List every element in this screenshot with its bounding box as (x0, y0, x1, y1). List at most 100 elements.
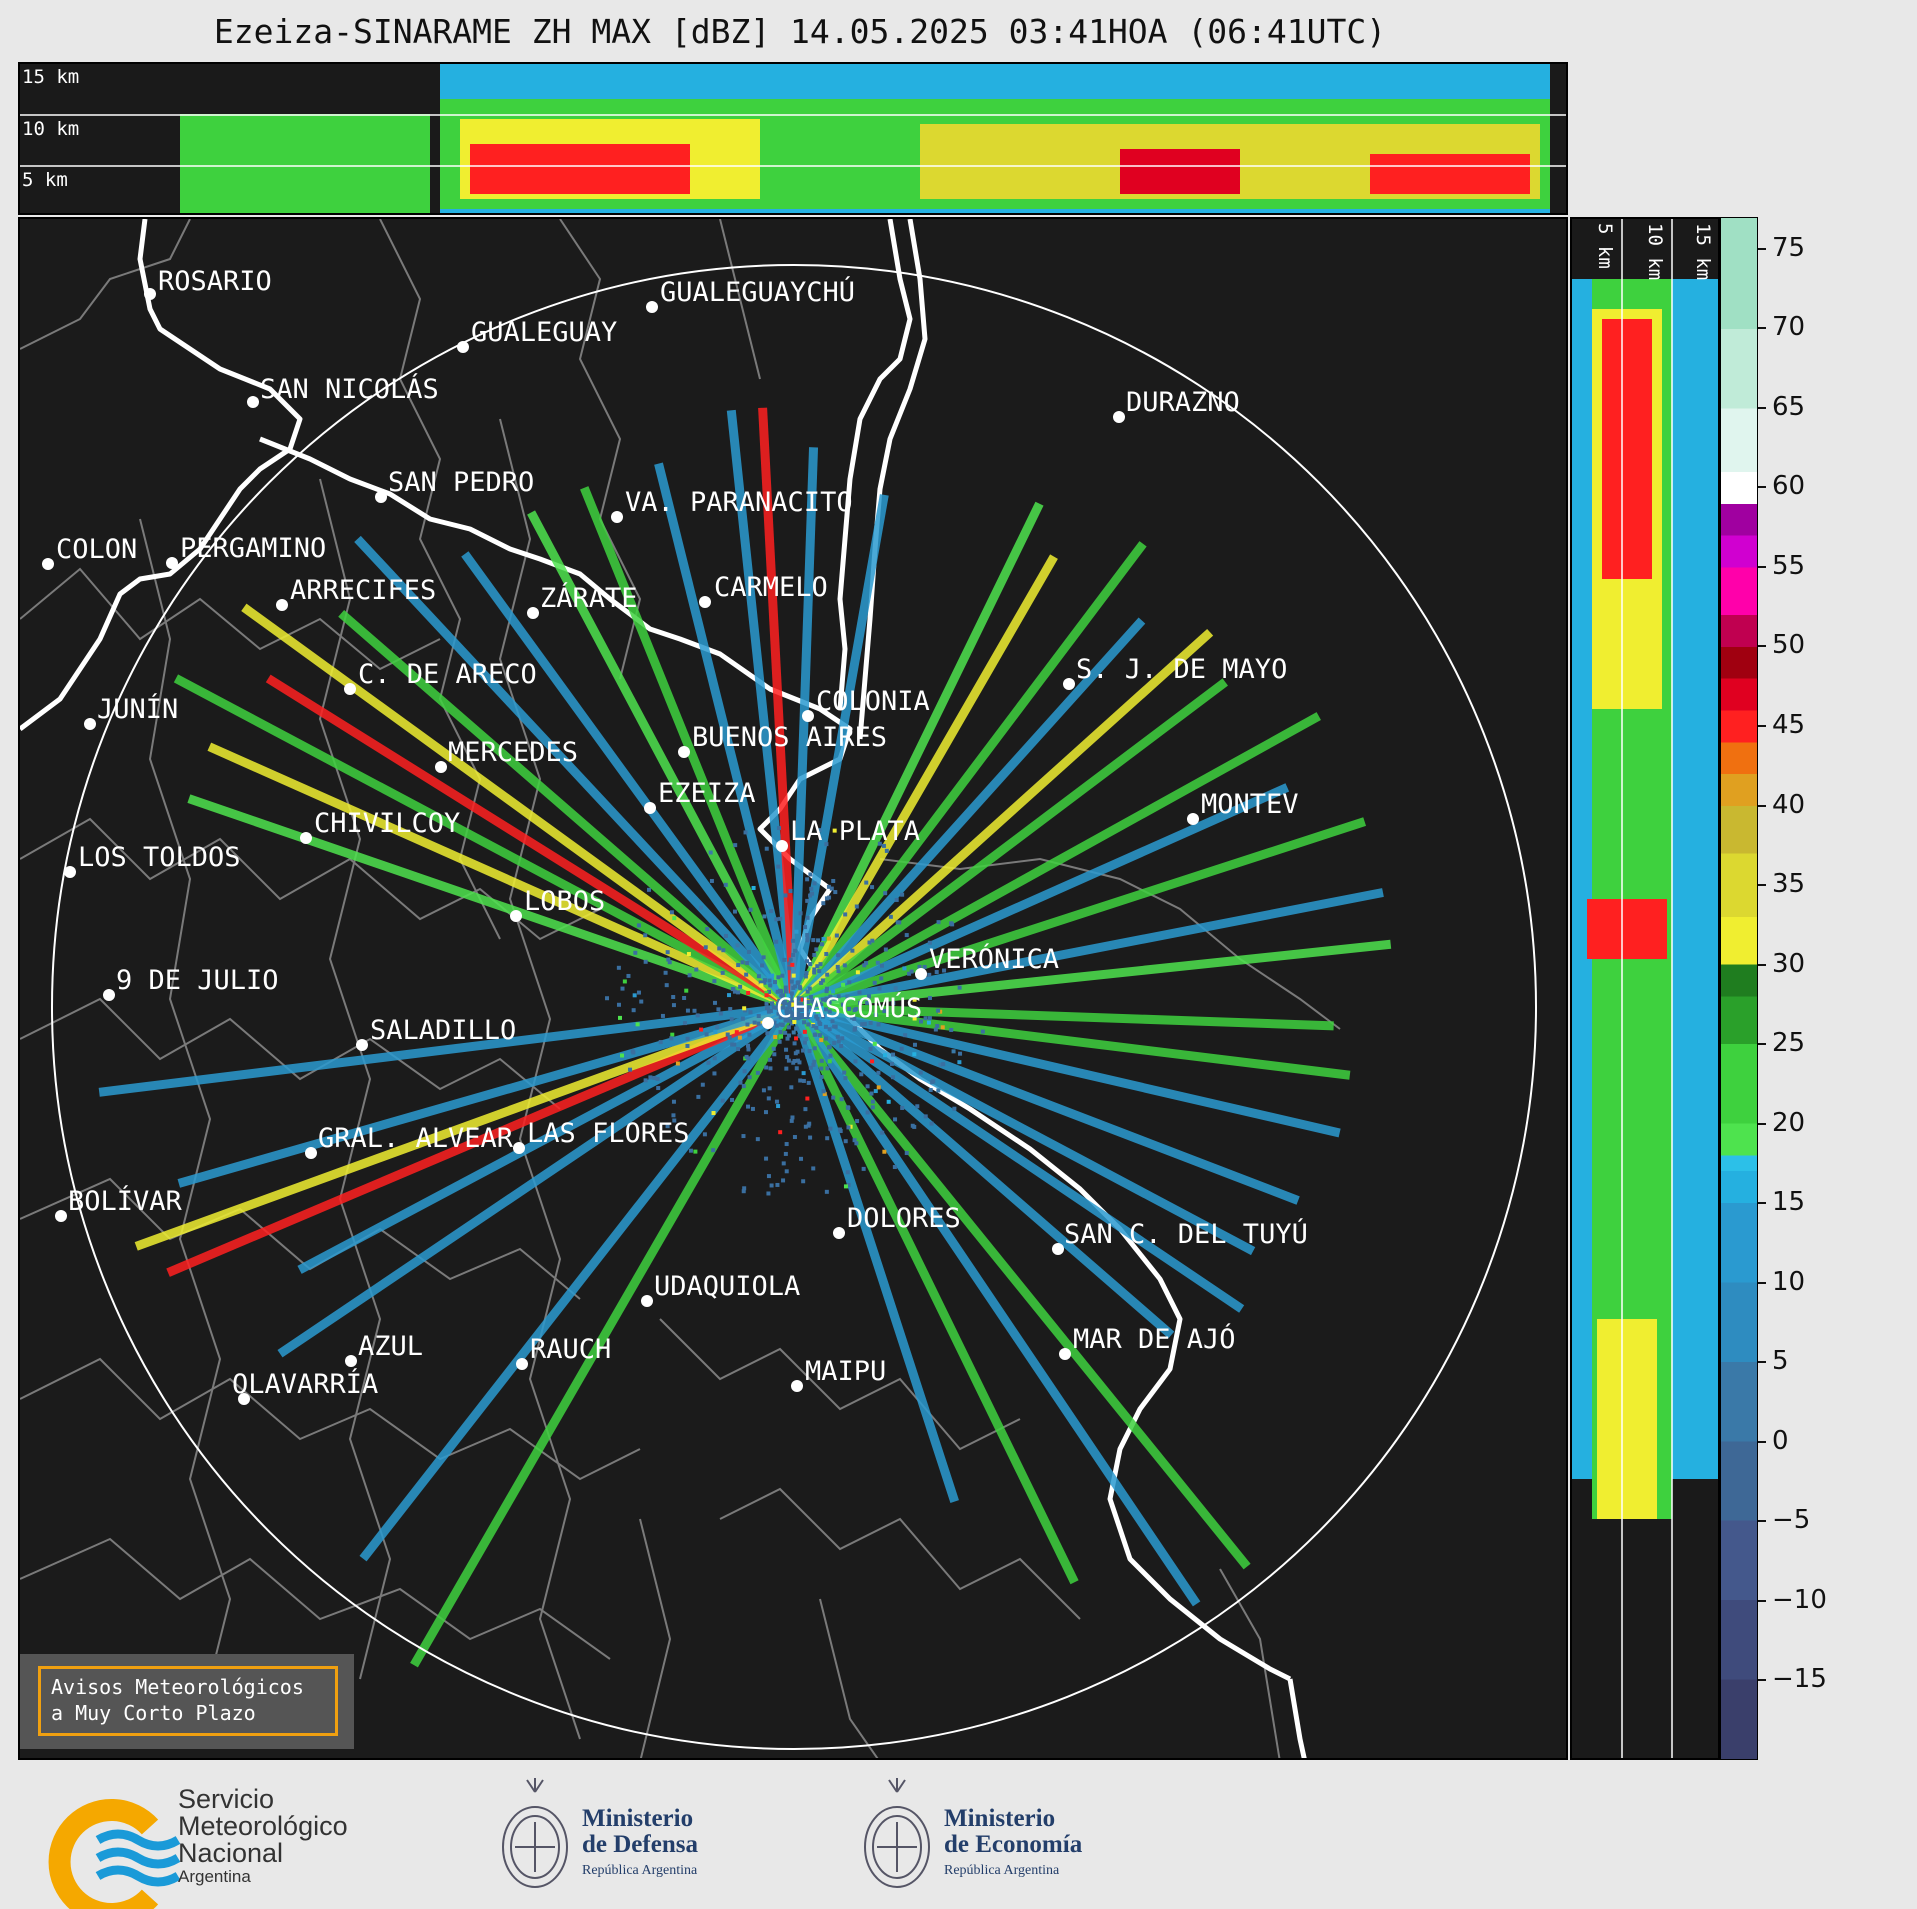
clutter-pixel (869, 1091, 874, 1096)
clutter-pixel (655, 1076, 660, 1081)
city-dot (513, 1142, 525, 1154)
city-dot (1187, 813, 1199, 825)
clutter-pixel (781, 1161, 786, 1166)
clutter-pixel (787, 966, 792, 971)
radar-ray (790, 554, 1058, 1010)
clutter-pixel (778, 988, 783, 993)
clutter-pixel (740, 1016, 745, 1021)
clutter-pixel (774, 1005, 779, 1010)
radar-ray (790, 1004, 1251, 1570)
clutter-pixel (772, 1020, 777, 1025)
avisos-line1: Avisos Meteorológicos (51, 1675, 304, 1699)
clutter-pixel (766, 1096, 771, 1101)
clutter-pixel (812, 881, 817, 886)
clutter-pixel (766, 1191, 771, 1196)
city-label: PERGAMINO (180, 533, 327, 564)
city-label: ARRECIFES (290, 575, 437, 606)
radar-map[interactable]: ROSARIO GUALEGUAYCHÚ GUALEGUAY SAN NICOLÁS D… (18, 217, 1568, 1760)
city-label: CHASCOMÚS (776, 993, 923, 1024)
clutter-pixel (781, 997, 786, 1002)
colorbar-tick-label: 40 (1772, 789, 1806, 820)
city-dot (915, 968, 927, 980)
clutter-pixel (741, 1084, 746, 1089)
clutter-pixel (736, 1047, 741, 1052)
clutter-pixel (764, 1001, 769, 1006)
city-label: MAR DE AJÓ (1073, 1324, 1236, 1355)
clutter-pixel (622, 979, 627, 984)
radar-ray (790, 1004, 1201, 1607)
clutter-pixel (776, 1001, 781, 1006)
clutter-pixel (864, 880, 869, 885)
clutter-pixel (790, 1002, 795, 1007)
clutter-pixel (628, 1067, 633, 1072)
city-dot (457, 341, 469, 353)
clutter-pixel (756, 1014, 761, 1019)
clutter-pixel (812, 1046, 817, 1051)
smn-line1: Servicio (178, 1784, 275, 1814)
avisos-banner[interactable]: Avisos Meteorológicos a Muy Corto Plazo (20, 1654, 354, 1749)
clutter-pixel (774, 1099, 779, 1104)
clutter-pixel (728, 1007, 733, 1012)
city-label: SALADILLO (370, 1015, 517, 1046)
clutter-pixel (705, 927, 710, 932)
clutter-pixel (709, 878, 714, 883)
clutter-pixel (836, 969, 841, 974)
clutter-pixel (764, 990, 769, 995)
clutter-pixel (785, 1006, 790, 1011)
clutter-pixel (796, 1001, 801, 1006)
clutter-pixel (669, 1036, 674, 1041)
avisos-box[interactable]: Avisos Meteorológicos a Muy Corto Plazo (38, 1666, 338, 1736)
clutter-pixel (796, 1015, 801, 1020)
clutter-pixel (737, 1035, 742, 1040)
city-label: SAN PEDRO (388, 467, 535, 498)
radar-ray (297, 1003, 797, 1274)
side-echo-red (1602, 319, 1652, 579)
clutter-pixel (775, 989, 780, 994)
clutter-pixel (812, 952, 817, 957)
footer-graphics (48, 1778, 930, 1909)
clutter-pixel (783, 1018, 788, 1023)
colorbar-tick: 20 (1758, 1108, 1805, 1138)
clutter-pixel (839, 1043, 844, 1048)
colorbar-tick: −10 (1758, 1585, 1827, 1615)
clutter-pixel (752, 1020, 757, 1025)
clutter-pixel (819, 980, 824, 985)
clutter-pixel (862, 963, 867, 968)
city-dot (641, 1295, 653, 1307)
radar-ray (338, 609, 797, 1011)
clutter-pixel (868, 1047, 873, 1052)
city-label: AZUL (358, 1331, 424, 1362)
clutter-pixel (616, 965, 621, 970)
clutter-pixel (854, 904, 859, 909)
colorbar-tick: 40 (1758, 790, 1805, 820)
clutter-pixel (847, 1007, 852, 1012)
radar-ray (173, 674, 797, 1011)
clutter-pixel (742, 1006, 747, 1011)
clutter-pixel (812, 1002, 817, 1007)
clutter-pixel (684, 988, 689, 993)
clutter-pixel (876, 1022, 881, 1027)
clutter-pixel (794, 929, 799, 934)
clutter-pixel (809, 995, 814, 1000)
clutter-pixel (632, 993, 637, 998)
clutter-pixel (922, 964, 927, 969)
clutter-pixel (832, 828, 837, 833)
clutter-pixel (807, 1121, 812, 1126)
clutter-pixel (785, 1014, 790, 1019)
clutter-pixel (876, 1070, 881, 1075)
clutter-pixel (950, 922, 955, 927)
radar-ray (791, 678, 1228, 1011)
radar-ray (207, 742, 796, 1012)
clutter-pixel (834, 933, 839, 938)
clutter-pixel (768, 1066, 773, 1071)
clutter-pixel (791, 938, 796, 943)
clutter-pixel (760, 963, 765, 968)
clutter-pixel (893, 986, 898, 991)
clutter-pixel (883, 947, 888, 952)
clutter-pixel (824, 996, 829, 1001)
side-profile-graphic (1572, 219, 1718, 1758)
clutter-pixel (828, 1053, 833, 1058)
clutter-pixel (881, 843, 886, 848)
radar-ray (187, 794, 796, 1012)
clutter-pixel (792, 984, 797, 989)
